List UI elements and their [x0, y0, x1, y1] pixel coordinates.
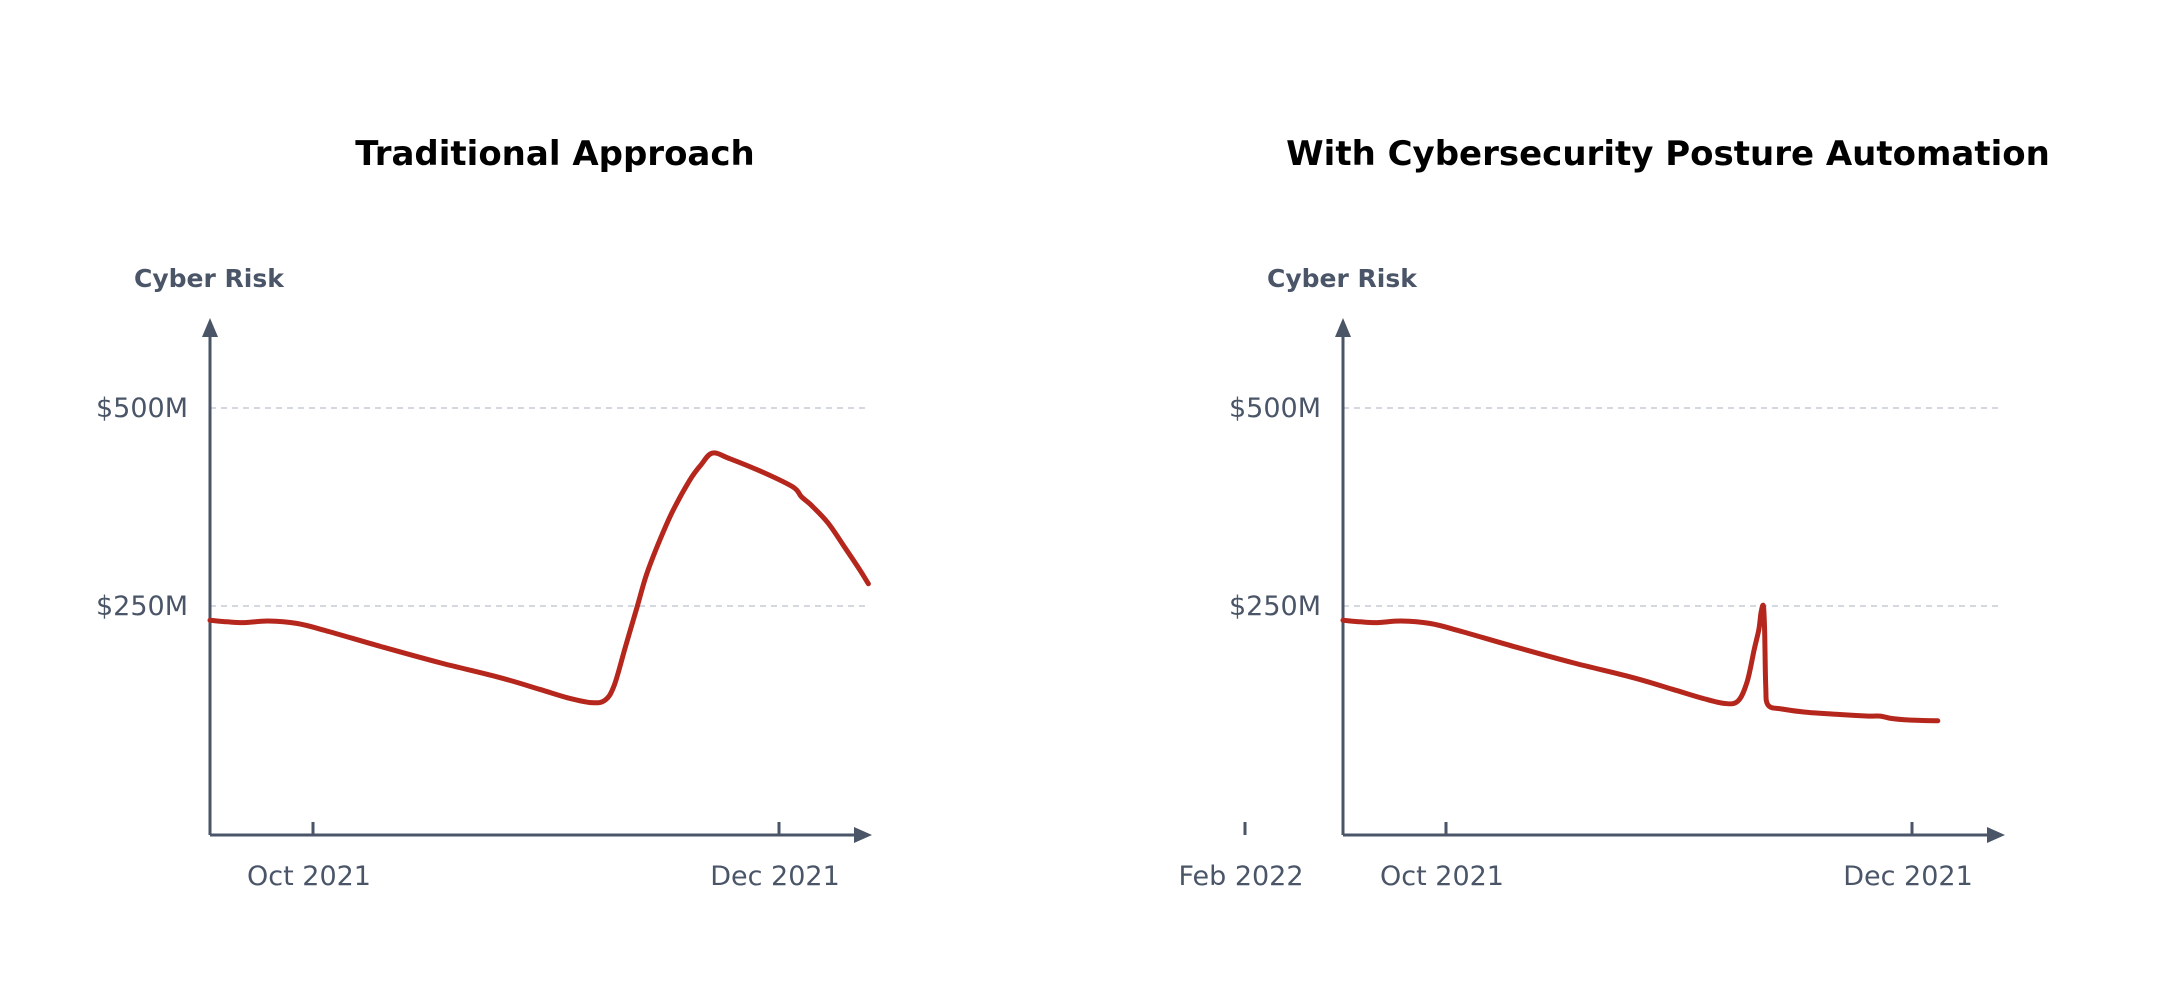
chart-title: Traditional Approach [355, 134, 754, 174]
chart-title: With Cybersecurity Posture Automation [1286, 134, 2050, 174]
x-tick-label: Dec 2021 [710, 861, 840, 892]
x-tick-label: Oct 2021 [247, 861, 371, 892]
y-tick-label: $500M [1229, 393, 1321, 424]
chart-traditional-approach: Traditional Approach Cyber Risk $250M $500M… [96, 134, 1304, 892]
series-line-cyber-risk [1340, 602, 1941, 724]
y-axis-label: Cyber Risk [134, 264, 285, 293]
y-tick-label: $250M [1229, 591, 1321, 622]
y-axis-arrow [202, 318, 218, 337]
series-line-cyber-risk [207, 450, 871, 706]
x-tick-label: Oct 2021 [1380, 861, 1504, 892]
y-tick-label: $500M [96, 393, 188, 424]
x-axis-arrow [1987, 827, 2005, 843]
x-tick-label: Dec 2021 [1843, 861, 1973, 892]
y-tick-label: $250M [96, 591, 188, 622]
y-axis-arrow [1335, 318, 1351, 337]
chart-cybersecurity-posture-automation: With Cybersecurity Posture Automation Cyb… [1229, 134, 2050, 892]
y-axis-label: Cyber Risk [1267, 264, 1418, 293]
x-tick-label: Feb 2022 [1178, 861, 1303, 892]
x-axis-arrow [854, 827, 872, 843]
